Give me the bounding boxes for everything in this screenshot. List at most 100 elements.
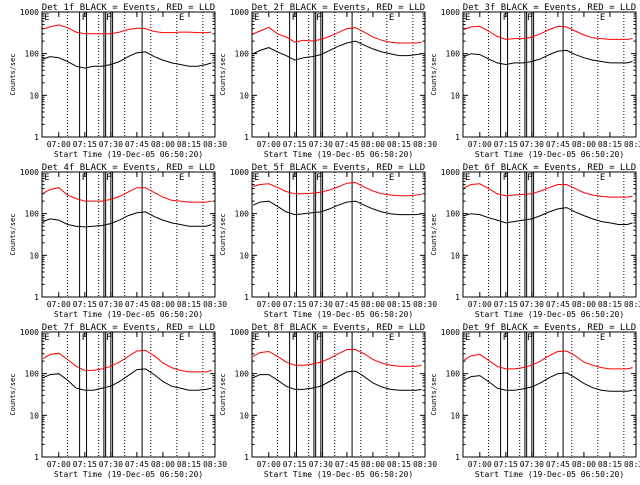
event-marker-label: F — [503, 13, 508, 23]
panel-title: Det 3f BLACK = Events, RED = LLD — [463, 3, 636, 13]
x-tick-label: 07:00 — [468, 140, 492, 149]
y-tick-label: 1 — [455, 133, 460, 142]
axes-frame — [462, 331, 637, 458]
x-axis-label: Start Time (19-Dec-05 06:50:20) — [264, 310, 413, 319]
x-tick-label: 07:15 — [73, 460, 97, 469]
y-tick-label: 1 — [34, 133, 39, 142]
lld-rate-series — [464, 25, 633, 40]
y-tick-label: 100 — [235, 370, 250, 379]
x-tick-label: 08:15 — [177, 460, 201, 469]
x-tick-label: 07:45 — [546, 300, 570, 309]
y-tick-label: 100 — [446, 50, 461, 59]
x-tick-label: 08:15 — [598, 140, 622, 149]
events-rate-series — [43, 211, 212, 228]
y-tick-label: 1 — [244, 453, 249, 462]
event-marker-label: E — [389, 173, 394, 183]
y-tick-label: 10 — [29, 411, 39, 420]
y-tick-label: 100 — [446, 210, 461, 219]
x-tick-label: 07:45 — [335, 140, 359, 149]
x-tick-label: 08:15 — [177, 300, 201, 309]
x-tick-label: 07:30 — [99, 300, 123, 309]
x-tick-label: 08:30 — [203, 300, 227, 309]
y-tick-label: 100 — [235, 210, 250, 219]
x-tick-label: 08:30 — [624, 460, 640, 469]
events-rate-series — [43, 51, 212, 69]
x-tick-label: 08:00 — [151, 460, 175, 469]
y-axis-label: Counts/sec — [9, 53, 17, 95]
event-marker-label: E — [465, 173, 470, 183]
x-tick-label: 08:30 — [624, 300, 640, 309]
events-rate-series — [252, 40, 422, 61]
x-tick-label: 08:15 — [598, 300, 622, 309]
x-tick-label: 07:15 — [283, 140, 307, 149]
x-tick-label: 07:45 — [125, 140, 149, 149]
axes-frame — [41, 331, 216, 458]
x-tick-label: 07:45 — [125, 300, 149, 309]
panel-title: Det 7f BLACK = Events, RED = LLD — [42, 323, 215, 333]
x-tick-label: 08:00 — [361, 460, 385, 469]
event-marker-label: F — [82, 173, 87, 183]
event-marker-label: E — [465, 333, 470, 343]
event-marker-label: F — [82, 13, 87, 23]
panel-title: Det 9f BLACK = Events, RED = LLD — [463, 323, 636, 333]
y-axis-label: Counts/sec — [219, 213, 227, 255]
event-marker-label: E — [44, 173, 49, 183]
x-tick-label: 07:00 — [468, 460, 492, 469]
x-tick-label: 07:15 — [73, 300, 97, 309]
event-marker-label: F — [106, 13, 111, 23]
y-tick-label: 100 — [25, 370, 40, 379]
x-tick-label: 08:00 — [572, 300, 596, 309]
x-axis-label: Start Time (19-Dec-05 06:50:20) — [264, 150, 413, 159]
lld-rate-series — [42, 187, 212, 203]
x-axis-label: Start Time (19-Dec-05 06:50:20) — [475, 310, 624, 319]
x-tick-label: 07:30 — [520, 460, 544, 469]
events-rate-series — [42, 368, 212, 391]
x-tick-label: 08:30 — [413, 300, 437, 309]
y-tick-label: 10 — [239, 251, 249, 260]
event-marker-label: E — [600, 333, 605, 343]
x-tick-label: 08:00 — [151, 300, 175, 309]
x-tick-label: 08:00 — [572, 460, 596, 469]
events-rate-series — [463, 372, 633, 392]
axes-frame — [462, 171, 637, 298]
y-tick-label: 10 — [29, 251, 39, 260]
x-tick-label: 08:00 — [361, 300, 385, 309]
y-tick-label: 1 — [244, 133, 249, 142]
x-tick-label: 07:15 — [73, 140, 97, 149]
x-tick-label: 08:15 — [387, 300, 411, 309]
x-axis-label: Start Time (19-Dec-05 06:50:20) — [54, 310, 203, 319]
panel-title: Det 4f BLACK = Events, RED = LLD — [42, 163, 215, 173]
panel-title: Det 5f BLACK = Events, RED = LLD — [252, 163, 425, 173]
y-axis-label: Counts/sec — [219, 373, 227, 415]
x-tick-label: 07:15 — [283, 460, 307, 469]
axes-frame — [41, 11, 216, 138]
event-marker-label: F — [292, 173, 297, 183]
event-marker-label: F — [503, 173, 508, 183]
y-tick-label: 1 — [34, 453, 39, 462]
event-marker-label: E — [254, 173, 259, 183]
event-marker-label: E — [179, 173, 184, 183]
x-tick-label: 07:00 — [47, 140, 71, 149]
event-marker-label: F — [316, 333, 321, 343]
x-tick-label: 08:30 — [413, 140, 437, 149]
x-tick-label: 07:30 — [520, 300, 544, 309]
x-tick-label: 07:45 — [546, 460, 570, 469]
x-tick-label: 08:30 — [203, 140, 227, 149]
x-tick-label: 07:15 — [494, 140, 518, 149]
panel-title: Det 6f BLACK = Events, RED = LLD — [463, 163, 636, 173]
y-tick-label: 1000 — [230, 328, 249, 337]
event-marker-label: E — [254, 13, 259, 23]
panel-title: Det 8f BLACK = Events, RED = LLD — [252, 323, 425, 333]
y-tick-label: 1000 — [20, 168, 39, 177]
x-tick-label: 07:45 — [125, 460, 149, 469]
x-tick-label: 07:30 — [309, 300, 333, 309]
